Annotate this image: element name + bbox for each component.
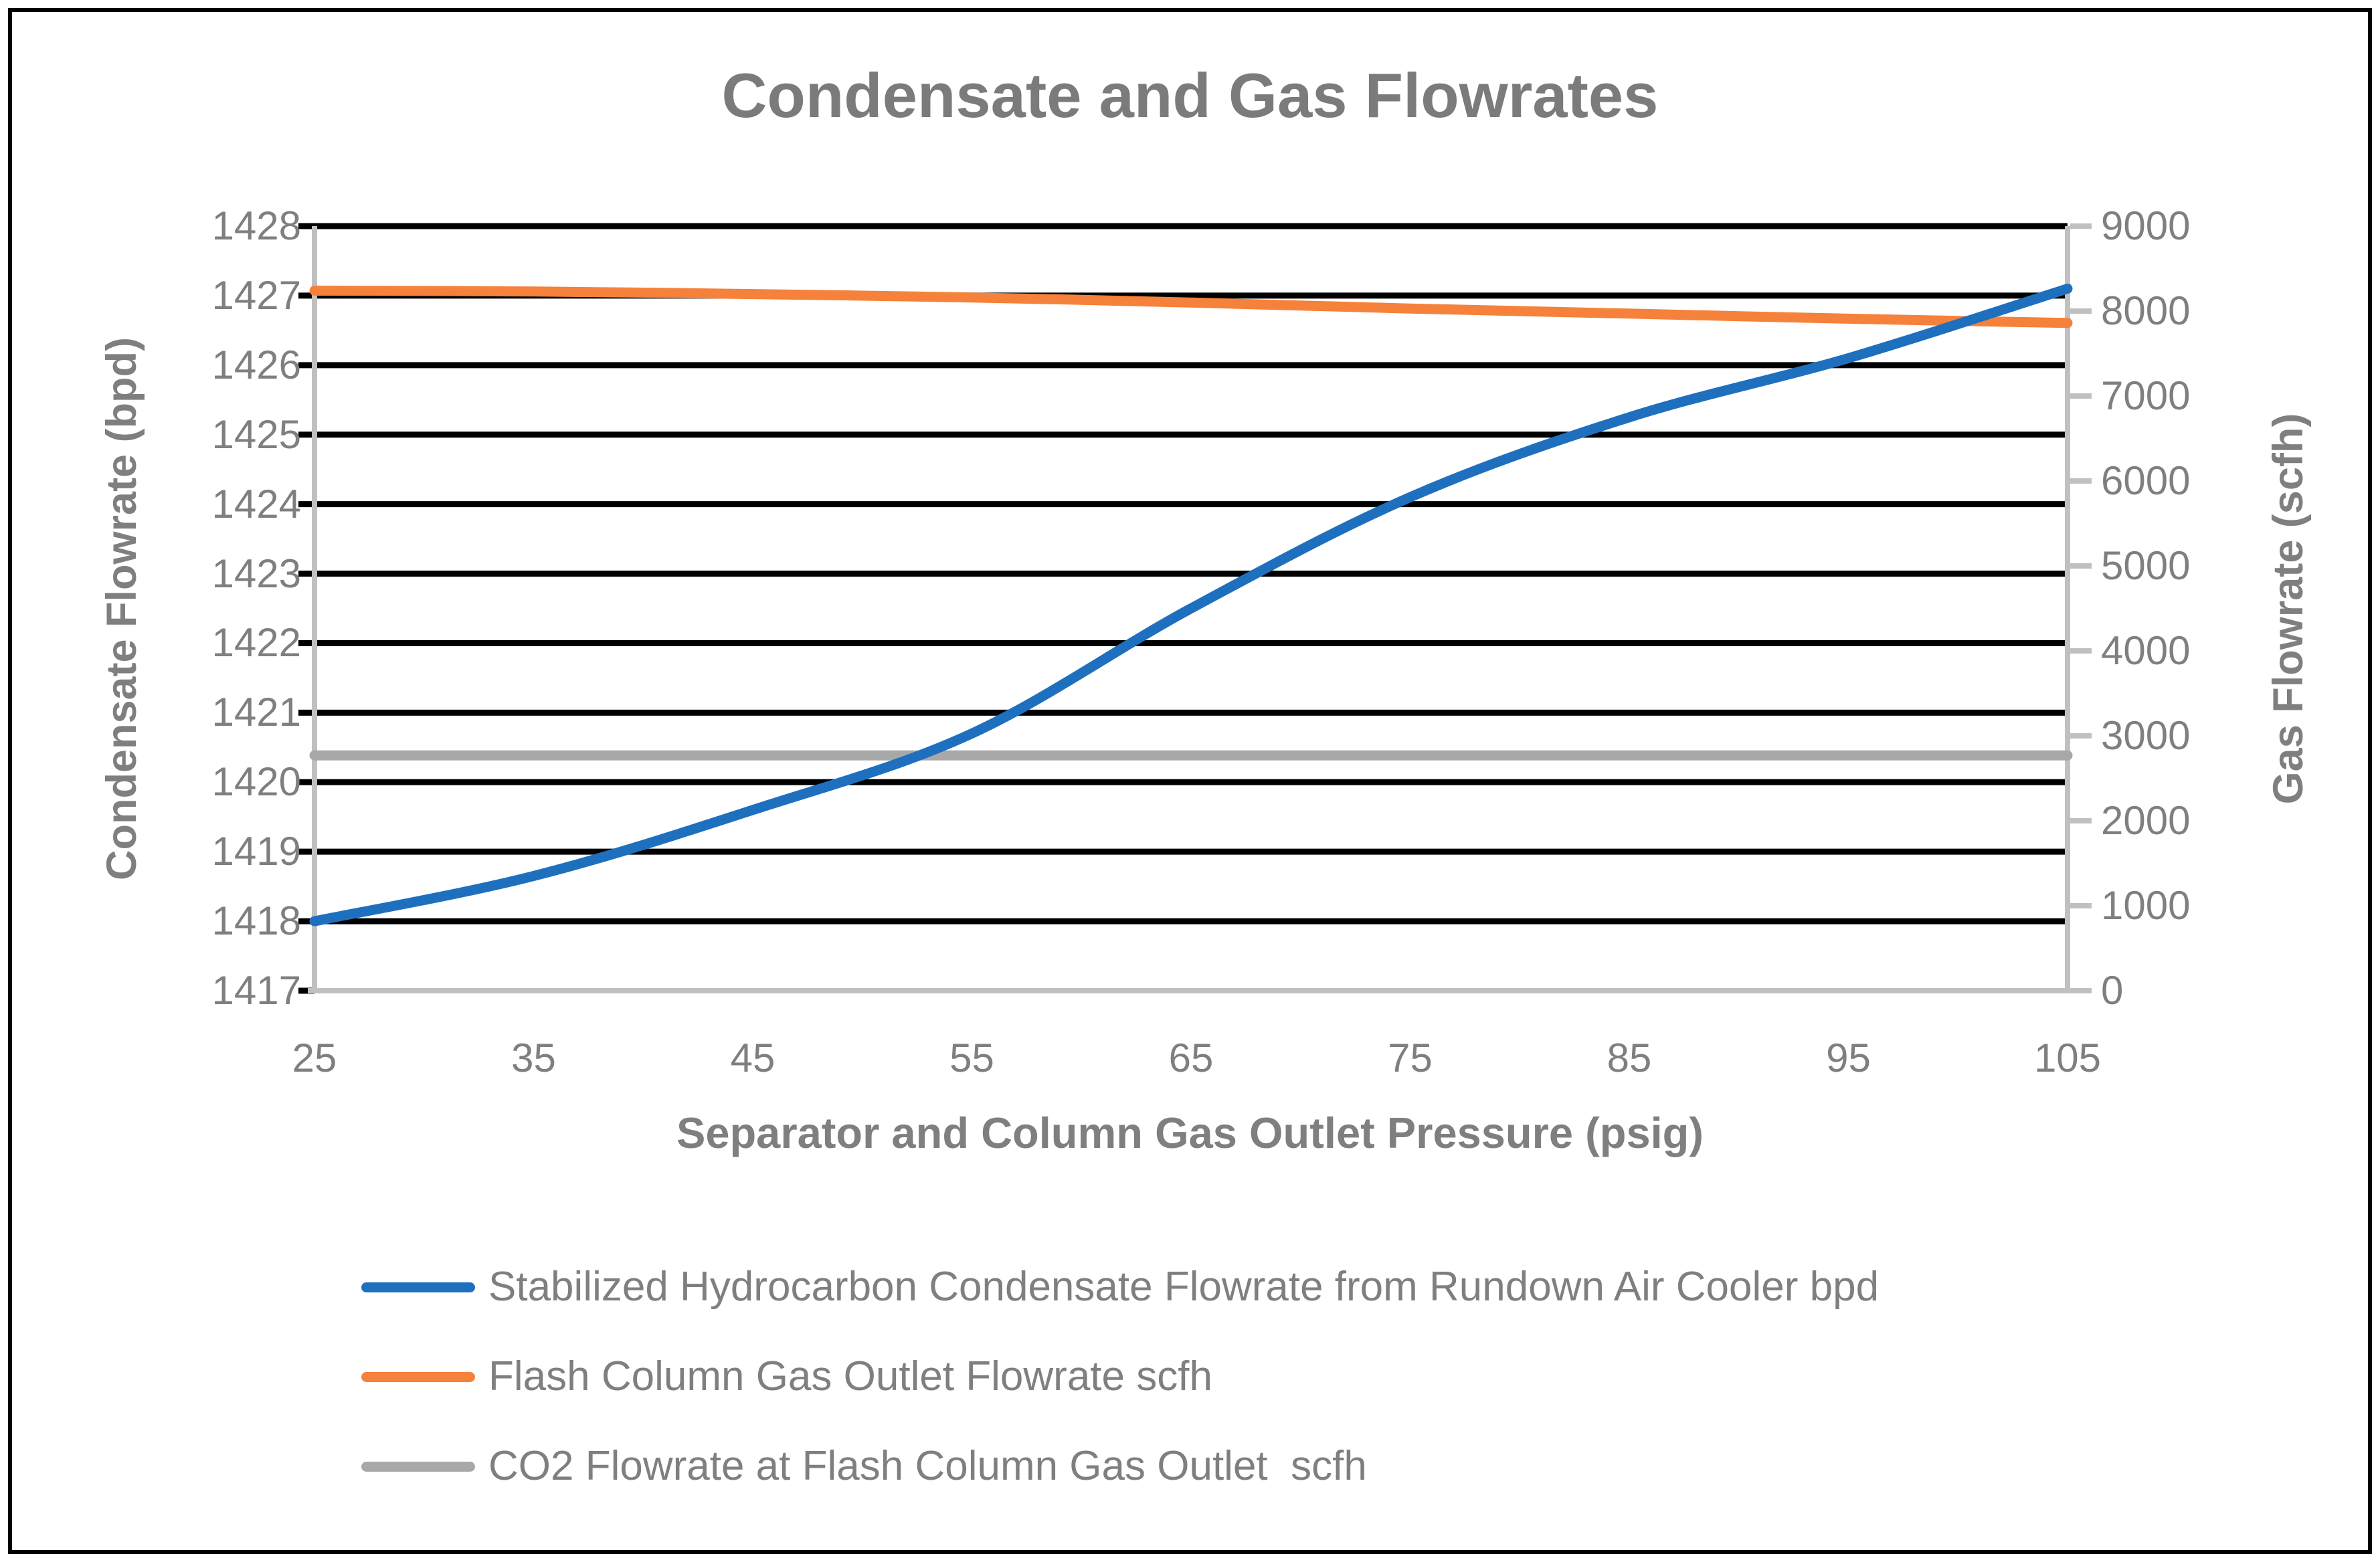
left-axis-tick-label: 1419 — [211, 829, 301, 874]
legend-swatch-3 — [361, 1461, 475, 1472]
x-axis-tick-label: 95 — [1826, 1036, 1871, 1080]
right-axis-tick-label: 9000 — [2101, 203, 2191, 248]
legend: Stabilized Hydrocarbon Condensate Flowra… — [361, 1263, 1879, 1532]
left-axis-tick-label: 1424 — [211, 481, 301, 526]
series-line-1 — [309, 284, 2073, 926]
left-axis-tick-label: 1417 — [211, 968, 301, 1013]
left-axis-tick-label: 1423 — [211, 551, 301, 596]
x-axis-tick-label: 35 — [511, 1036, 556, 1080]
x-axis-tick-label: 65 — [1168, 1036, 1214, 1080]
x-axis-tick-label: 25 — [292, 1036, 337, 1080]
left-axis-tick-label: 1427 — [211, 272, 301, 318]
left-axis-title: Condensate Flowrate (bpd) — [98, 336, 145, 881]
right-axis-tick-label: 3000 — [2101, 713, 2191, 758]
right-axis-title: Gas Flowrate (scfh) — [2265, 413, 2312, 805]
left-axis-tick-label: 1418 — [211, 898, 301, 944]
right-axis-tick-label: 2000 — [2101, 798, 2191, 843]
x-axis-tick-label: 75 — [1388, 1036, 1433, 1080]
right-axis-tick-label: 0 — [2101, 968, 2124, 1013]
x-axis-tick-label: 55 — [949, 1036, 994, 1080]
x-axis-title: Separator and Column Gas Outlet Pressure… — [676, 1108, 1704, 1157]
chart-title: Condensate and Gas Flowrates — [721, 60, 1659, 130]
left-axis-tick-label: 1420 — [211, 759, 301, 805]
legend-item: Flash Column Gas Outlet Flowrate scfh — [361, 1353, 1879, 1401]
right-axis-tick-label: 1000 — [2101, 883, 2191, 928]
series-line-2 — [309, 286, 2073, 328]
left-axis-tick-label: 1428 — [211, 203, 301, 248]
x-axis-tick-label: 85 — [1607, 1036, 1652, 1080]
right-axis-tick-label: 7000 — [2101, 373, 2191, 418]
right-axis-tick-label: 6000 — [2101, 458, 2191, 503]
legend-swatch-1 — [361, 1282, 475, 1292]
legend-item: Stabilized Hydrocarbon Condensate Flowra… — [361, 1263, 1879, 1311]
x-axis-tick-label: 105 — [2033, 1036, 2102, 1080]
right-axis-tick-label: 4000 — [2101, 628, 2191, 673]
legend-label: Stabilized Hydrocarbon Condensate Flowra… — [488, 1264, 1880, 1310]
left-axis-tick-label: 1426 — [211, 342, 301, 387]
left-axis-tick-label: 1422 — [211, 620, 301, 666]
left-axis-tick-label: 1421 — [211, 690, 301, 735]
legend-swatch-2 — [361, 1371, 475, 1382]
x-axis-tick-label: 45 — [730, 1036, 775, 1080]
right-axis-tick-label: 8000 — [2101, 288, 2191, 333]
right-axis-tick-label: 5000 — [2101, 543, 2191, 588]
legend-item: CO2 Flowrate at Flash Column Gas Outlet … — [361, 1442, 1879, 1490]
left-axis-tick-label: 1425 — [211, 411, 301, 457]
legend-label: Flash Column Gas Outlet Flowrate scfh — [488, 1353, 1212, 1399]
legend-label: CO2 Flowrate at Flash Column Gas Outlet … — [488, 1443, 1367, 1489]
